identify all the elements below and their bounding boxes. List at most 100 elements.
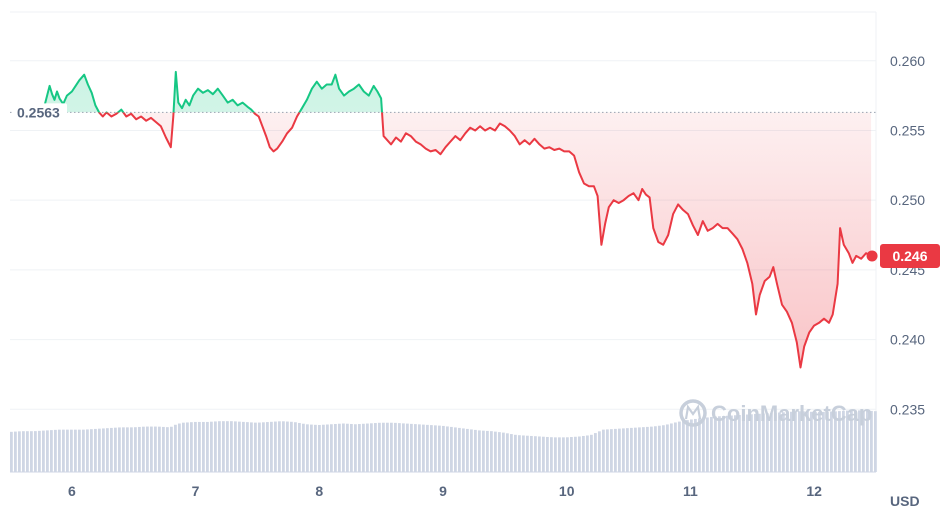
volume-bar (438, 425, 441, 472)
volume-bar (810, 411, 813, 472)
volume-bar (202, 421, 205, 472)
volume-bar (198, 421, 201, 472)
volume-bar (238, 421, 241, 472)
volume-bar (430, 425, 433, 472)
volume-bar (470, 429, 473, 472)
volume-bar (786, 412, 789, 472)
volume-bar (638, 427, 641, 472)
volume-bar (434, 425, 437, 472)
volume-bar (310, 424, 313, 472)
volume-bar (106, 428, 109, 472)
volume-bar (534, 436, 537, 472)
volume-bar (510, 434, 513, 472)
y-tick-label: 0.255 (890, 122, 925, 138)
volume-bar (702, 417, 705, 472)
volume-bar (134, 427, 137, 472)
volume-bar (414, 424, 417, 472)
volume-bar (454, 427, 457, 472)
volume-bar (478, 430, 481, 472)
volume-bar (146, 426, 149, 472)
volume-bar (546, 436, 549, 472)
volume-bar (370, 423, 373, 472)
volume-bar (794, 411, 797, 472)
volume-bar (770, 413, 773, 472)
volume-bar (450, 426, 453, 472)
volume-bar (474, 429, 477, 472)
volume-bar (366, 423, 369, 472)
watermark-text: CoinMarketCap (711, 401, 872, 426)
volume-bar (498, 432, 501, 472)
volume-bar (258, 422, 261, 472)
volume-bar (286, 421, 289, 472)
volume-bar (758, 413, 761, 472)
volume-bar (342, 423, 345, 472)
x-tick-label: 9 (439, 483, 447, 499)
volume-bar (630, 427, 633, 472)
x-tick-label: 7 (192, 483, 200, 499)
volume-bar (278, 421, 281, 472)
volume-bar (778, 412, 781, 472)
volume-bar (186, 422, 189, 472)
x-tick-label: 10 (559, 483, 575, 499)
volume-bar (522, 435, 525, 472)
volume-bar (14, 431, 17, 472)
volume-bar (130, 427, 133, 472)
volume-bar (194, 421, 197, 472)
volume-bar (138, 426, 141, 472)
volume-bar (842, 410, 845, 472)
current-price-label: 0.246 (892, 248, 927, 264)
volume-bar (618, 428, 621, 472)
volume-bar (726, 415, 729, 472)
volume-bar (422, 424, 425, 472)
volume-bar (858, 410, 861, 472)
volume-bar (350, 423, 353, 472)
volume-bar (834, 411, 837, 472)
volume-bar (182, 422, 185, 472)
volume-bar (374, 423, 377, 472)
volume-bar (418, 424, 421, 472)
volume-bar (722, 416, 725, 472)
coinmarketcap-watermark: CoinMarketCap (679, 399, 872, 427)
volume-bar (282, 421, 285, 472)
volume-bar (330, 424, 333, 472)
volume-bar (354, 424, 357, 472)
volume-bar (826, 411, 829, 472)
y-tick-label: 0.250 (890, 192, 925, 208)
current-price-indicator: 0.246 (866, 243, 940, 268)
volume-bar (302, 423, 305, 472)
volume-bar (178, 423, 181, 472)
volume-bar (78, 429, 81, 472)
volume-bar (838, 411, 841, 472)
volume-bar (50, 430, 53, 472)
volume-bar (482, 430, 485, 472)
volume-bar (170, 426, 173, 472)
volume-bar (818, 411, 821, 472)
volume-bar (394, 422, 397, 472)
volume-bar (698, 418, 701, 472)
volume-bar (570, 437, 573, 472)
volume-bar (70, 429, 73, 472)
volume-bar (114, 427, 117, 472)
volume-bar (158, 426, 161, 472)
volume-bar (446, 426, 449, 472)
volume-bar (102, 428, 105, 472)
volume-bar (554, 437, 557, 472)
volume-bar (790, 411, 793, 472)
volume-bar (298, 422, 301, 472)
watermark-m-glyph (684, 404, 702, 420)
volume-bar (746, 414, 749, 472)
coinmarketcap-logo-icon (679, 399, 707, 427)
volume-bar (734, 415, 737, 472)
volume-bar (738, 415, 741, 472)
volume-bar (118, 427, 121, 472)
volume-bar (586, 435, 589, 472)
volume-bar (846, 410, 849, 472)
volume-bar (686, 420, 689, 472)
volume-bar (126, 427, 129, 472)
volume-bar (242, 421, 245, 472)
volume-bar (602, 429, 605, 472)
volume-bar (514, 434, 517, 472)
volume-bar (122, 427, 125, 472)
